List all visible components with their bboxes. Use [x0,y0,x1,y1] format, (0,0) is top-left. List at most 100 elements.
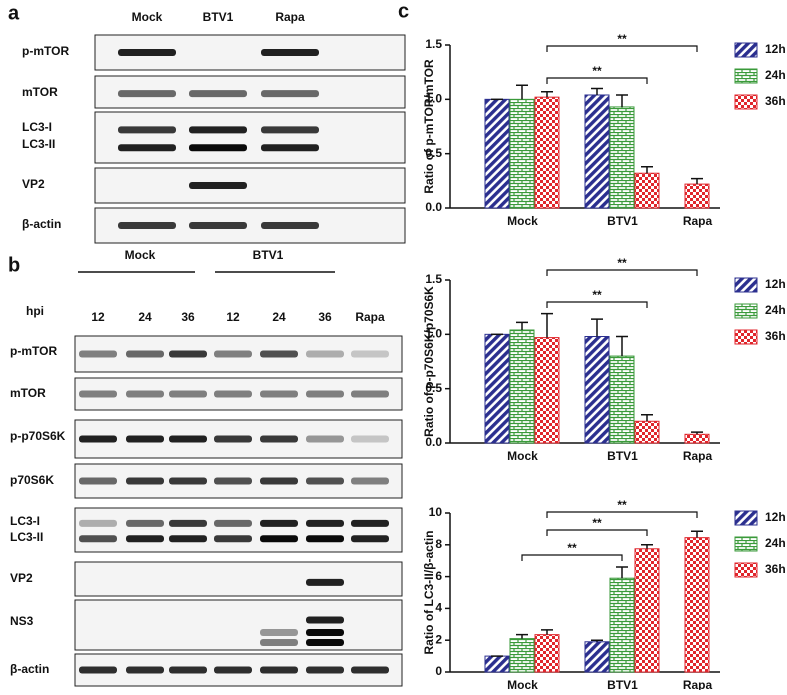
lane-label: 24 [272,310,286,324]
band [351,435,389,443]
band [79,477,117,485]
band [126,535,164,543]
bar [584,336,610,444]
error-bar [541,629,553,635]
group-label: Mock [125,248,156,262]
row-label: VP2 [10,571,33,585]
band [260,639,298,646]
sig-label: ** [567,541,577,555]
row-label: mTOR [10,386,46,400]
band [306,477,344,485]
legend-swatch [734,94,758,110]
band [126,390,164,398]
error-bar [616,566,628,579]
row-label: LC3-I [10,514,40,528]
band [261,90,319,98]
lane-label: 12 [226,310,240,324]
band [214,535,252,543]
band [306,578,344,586]
error-bar [591,87,603,95]
sig-bracket [546,511,698,518]
y-tick-label: 0.5 [425,381,442,395]
band [189,126,247,134]
sig-label: ** [592,64,602,78]
legend-label: 12h [765,277,786,291]
error-bar [616,335,628,357]
y-tick-label: 1.0 [425,327,442,341]
bar [609,106,635,209]
band [260,519,298,527]
blot-box [74,561,403,597]
x-tick-label: Rapa [683,678,713,690]
y-tick-label: 0 [435,664,442,678]
band [79,350,117,358]
lane-label: 12 [91,310,105,324]
row-label: LC3-I [22,120,52,134]
legend-label: 36h [765,329,786,343]
band [260,435,298,443]
error-bar [541,90,553,98]
legend-label: 24h [765,303,786,317]
sig-bracket [546,301,648,308]
legend-label: 12h [765,42,786,56]
sig-label: ** [592,516,602,530]
band [214,435,252,443]
band [79,390,117,398]
lane-label: Rapa [275,10,305,24]
x-tick-label: BTV1 [607,449,638,463]
band [169,535,207,543]
legend-swatch [734,510,758,526]
band [118,49,176,56]
band [126,435,164,443]
y-tick-label: 0.5 [425,146,442,160]
x-tick-label: Mock [507,449,538,463]
y-tick-label: 0.0 [425,200,442,214]
band [126,350,164,358]
legend-swatch [734,42,758,58]
panel-label: c [398,0,409,22]
y-tick-label: 2 [435,632,442,646]
error-bar [616,94,628,107]
band [261,126,319,134]
x-tick-label: Mock [507,678,538,690]
x-tick-label: BTV1 [607,214,638,228]
band [214,666,252,674]
band [260,390,298,398]
lane-label: 24 [138,310,152,324]
bar [484,333,510,444]
band [261,49,319,56]
legend-swatch [734,277,758,293]
bar [684,537,710,673]
sig-label: ** [617,498,627,512]
bar [684,183,710,209]
band [189,144,247,152]
panel-label: a [8,2,20,24]
band [306,390,344,398]
y-tick-label: 0.0 [425,435,442,449]
band [351,666,389,674]
blot-box [94,167,406,204]
y-tick-label: 8 [435,537,442,551]
row-label: LC3-II [10,530,43,544]
panel-label: b [8,254,20,276]
band [214,477,252,485]
legend-label: 12h [765,510,786,524]
band [118,90,176,98]
band [79,519,117,527]
band [306,519,344,527]
legend-label: 24h [765,68,786,82]
bar [684,433,710,444]
band [214,390,252,398]
blot-box [74,599,403,651]
band [169,390,207,398]
bar [534,96,560,209]
lane-label: Mock [132,10,163,24]
bar [484,655,510,673]
band [351,350,389,358]
bar [634,172,660,209]
error-bar [591,639,603,642]
sig-bracket [546,45,698,52]
band [306,535,344,543]
row-label: NS3 [10,614,34,628]
